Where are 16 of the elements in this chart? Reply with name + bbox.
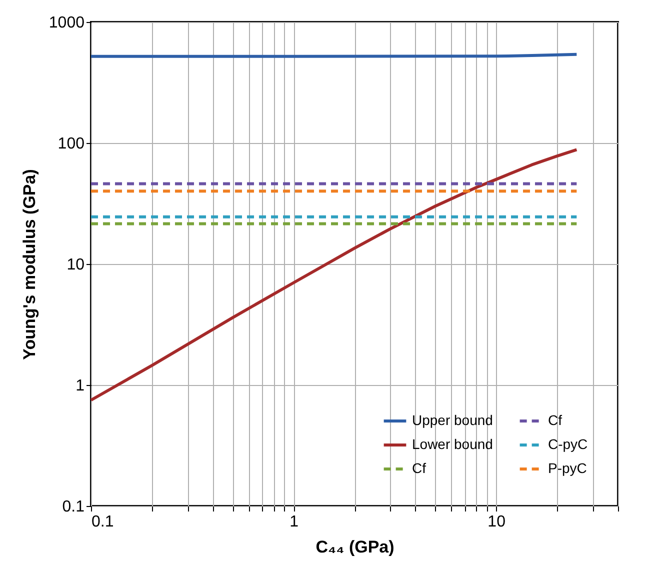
- legend-label: Upper bound: [412, 412, 493, 428]
- y-axis-title: Young's modulus (GPa): [20, 169, 39, 360]
- y-tick-label: 0.1: [62, 498, 85, 516]
- legend-label: Cf: [412, 460, 426, 476]
- legend-label: C-pyC: [548, 436, 588, 452]
- y-tick-label: 100: [58, 136, 85, 152]
- legend-label: P-pyC: [548, 460, 587, 476]
- y-tick-label: 1: [76, 378, 85, 394]
- x-tick-label: 0.1: [92, 514, 114, 530]
- x-tick-label: 1: [290, 514, 299, 530]
- x-tick-label: 10: [488, 514, 506, 530]
- y-tick-label: 1000: [48, 14, 85, 32]
- legend-label: Lower bound: [412, 436, 493, 452]
- legend-label: Cf: [548, 412, 562, 428]
- y-tick-label: 10: [66, 256, 85, 274]
- x-axis-title: C₄₄ (GPa): [316, 538, 394, 556]
